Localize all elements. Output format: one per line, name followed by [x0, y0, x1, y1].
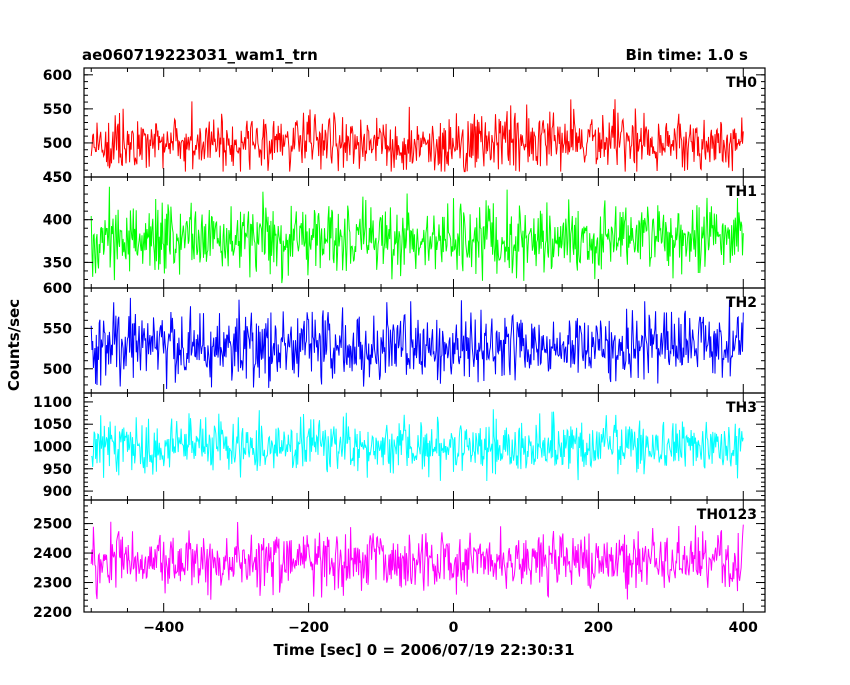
series-line-th0 [90, 99, 744, 173]
y-tick-label: 500 [43, 136, 72, 152]
panel-label-th3: TH3 [726, 400, 757, 416]
y-tick-label: 1050 [33, 417, 72, 433]
y-tick-label: 350 [43, 255, 72, 271]
chart-title: ae060719223031_wam1_trn [82, 46, 318, 64]
panel-label-th2: TH2 [726, 295, 757, 311]
y-tick-label: 950 [43, 462, 72, 478]
series-line-th2 [90, 297, 744, 390]
series-line-th1 [90, 186, 744, 284]
y-tick-label: 450 [43, 170, 72, 186]
y-tick-label: 450 [43, 170, 72, 186]
y-tick-label: 600 [43, 68, 72, 84]
series-line-th0123 [90, 521, 744, 600]
y-tick-label: 2500 [33, 517, 72, 533]
y-tick-label: 600 [43, 281, 72, 297]
y-tick-label: 2400 [33, 546, 72, 562]
x-tick-label: 0 [449, 620, 459, 636]
panel-label-th0123: TH0123 [697, 507, 757, 523]
panel-label-th1: TH1 [726, 184, 757, 200]
y-tick-label: 550 [43, 321, 72, 337]
x-tick-label: −400 [143, 620, 184, 636]
y-tick-label: 1000 [33, 440, 72, 456]
y-tick-label: 500 [43, 362, 72, 378]
x-tick-label: 200 [584, 620, 613, 636]
y-tick-label: 1100 [33, 395, 72, 411]
panel-frame-th0123 [83, 499, 766, 613]
bin-time-label: Bin time: 1.0 s [625, 46, 748, 64]
y-tick-label: 900 [43, 484, 72, 500]
x-tick-label: −200 [288, 620, 329, 636]
x-axis-label: Time [sec] 0 = 2006/07/19 22:30:31 [273, 641, 574, 659]
y-axis-label: Counts/sec [5, 299, 23, 391]
panel-label-th0: TH0 [726, 75, 757, 91]
panel-frame-th0 [83, 67, 766, 178]
y-tick-label: 2300 [33, 576, 72, 592]
y-tick-label: 550 [43, 102, 72, 118]
series-line-th3 [90, 409, 744, 482]
x-tick-label: 400 [729, 620, 758, 636]
y-tick-label: 2200 [33, 605, 72, 621]
y-tick-label: 400 [43, 213, 72, 229]
